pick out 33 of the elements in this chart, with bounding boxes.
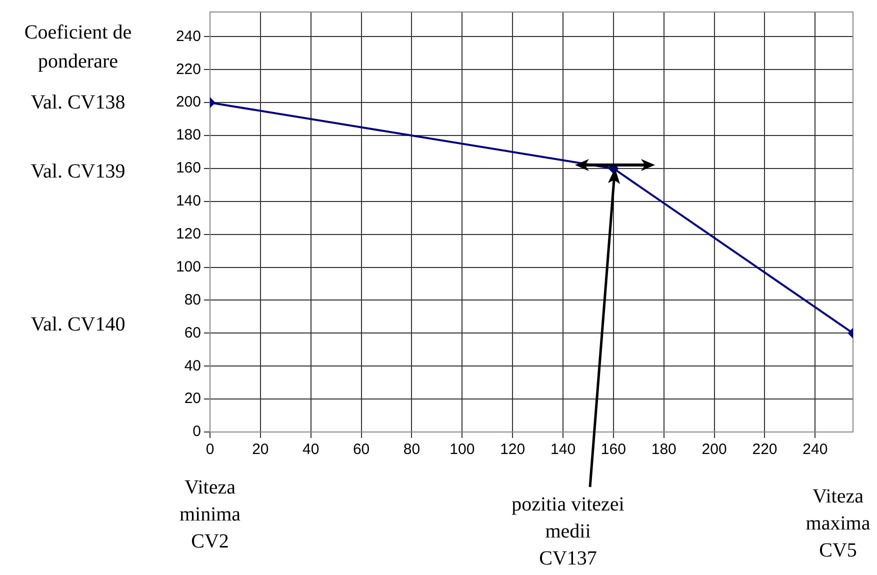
text: pozitia vitezei medii CV137 <box>512 493 625 570</box>
x-tick-label: 80 <box>403 441 420 458</box>
y-tick-label: 20 <box>184 390 201 408</box>
x-tick-label: 20 <box>252 441 269 458</box>
x-tick-label: 0 <box>206 441 214 458</box>
y-tick-label: 120 <box>176 225 201 242</box>
y-tick-label: 140 <box>176 192 201 210</box>
y-tick-label: 200 <box>176 94 201 111</box>
y-tick-label: 240 <box>176 28 201 45</box>
x-tick-label: 240 <box>802 441 828 458</box>
y-tick-label: 180 <box>176 126 201 144</box>
x-tick-label: 120 <box>500 441 526 458</box>
text: Viteza maxima CV5 <box>806 485 870 562</box>
y-tick-label: 0 <box>192 423 201 440</box>
x-tick-label: 40 <box>302 441 320 458</box>
text: Val. CV138 <box>30 91 126 114</box>
x-tick-label: 220 <box>752 441 778 458</box>
x-tick-label: 160 <box>600 441 626 458</box>
x-tick-label: 60 <box>352 441 370 458</box>
y-tick-label: 220 <box>176 60 201 78</box>
x-tick-label: 200 <box>702 441 727 458</box>
y-tick-label: 100 <box>176 258 201 276</box>
y-axis-title: Coeficient de ponderare <box>24 21 132 72</box>
y-tick-label: 80 <box>184 291 201 308</box>
text: Val. CV140 <box>30 313 126 336</box>
y-tick-label: 160 <box>176 160 201 177</box>
text: Val. CV139 <box>30 160 126 182</box>
x-tick-label: 100 <box>450 441 475 458</box>
text: Viteza minima CV2 <box>179 476 241 552</box>
x-tick-label: 180 <box>651 441 676 458</box>
y-tick-label: 40 <box>184 357 201 374</box>
x-tick-label: 140 <box>550 441 576 458</box>
y-tick-label: 60 <box>184 324 201 342</box>
